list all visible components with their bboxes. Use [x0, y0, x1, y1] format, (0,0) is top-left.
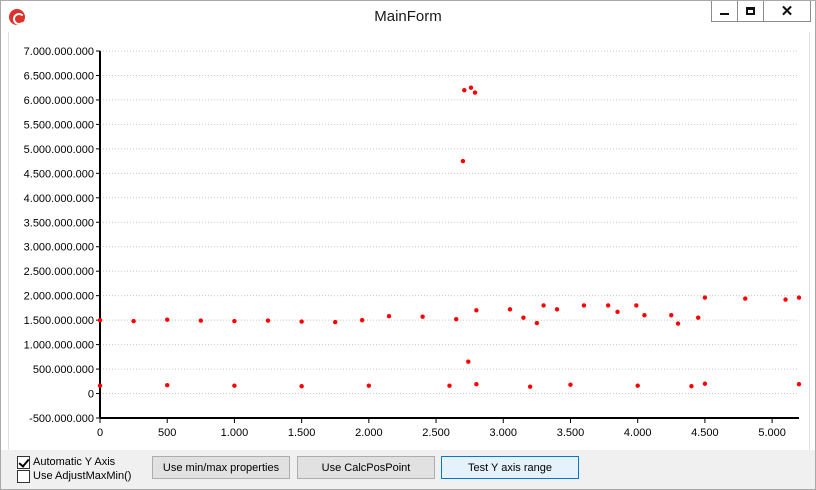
app-icon[interactable] [9, 9, 25, 25]
data-point [695, 315, 701, 320]
minimize-icon [720, 13, 729, 15]
x-tick-label: 500 [158, 427, 176, 439]
data-point [131, 318, 136, 324]
checkbox-box[interactable] [17, 455, 30, 469]
data-point [165, 317, 170, 322]
y-tick-label: -500.000.000 [29, 413, 94, 425]
data-point [333, 319, 338, 325]
data-point [386, 314, 392, 319]
y-tick-label: 2.500.000.000 [24, 266, 94, 278]
y-tick-label: 500.000.000 [33, 364, 94, 376]
use-adjustmaxmin-label: Use AdjustMaxMin() [33, 470, 132, 482]
close-icon: ✕ [780, 2, 794, 20]
data-point [534, 320, 540, 326]
x-tick-label: 2.000 [355, 427, 383, 439]
data-point [615, 309, 620, 315]
title-bar[interactable]: MainForm ✕ [1, 1, 815, 32]
data-point [554, 307, 560, 312]
data-point [232, 318, 237, 324]
data-point [299, 319, 304, 324]
data-point [635, 383, 640, 388]
data-point [521, 315, 526, 320]
data-point [642, 313, 647, 318]
close-button[interactable]: ✕ [763, 1, 811, 22]
data-point [474, 382, 479, 387]
chart-panel[interactable]: -500.000.000 0 500.000.000 1.000.000.000 1.5… [8, 32, 810, 450]
data-point [783, 297, 788, 302]
minimize-button[interactable] [711, 1, 738, 22]
use-min-max-properties-button[interactable]: Use min/max properties [152, 456, 290, 479]
data-point [299, 383, 304, 389]
data-point [462, 87, 467, 93]
data-point [796, 295, 802, 300]
x-tick-label: 5.000 [758, 427, 786, 439]
checkbox-box[interactable] [17, 469, 30, 483]
data-point [165, 383, 170, 388]
y-tick-label: 3.500.000.000 [24, 217, 94, 229]
y-tick-label: 0 [88, 389, 94, 401]
y-tick-label: 4.000.000.000 [24, 193, 94, 205]
y-tick-label: 1.000.000.000 [24, 340, 94, 352]
data-point [232, 383, 237, 388]
y-tick-label: 1.500.000.000 [24, 315, 94, 327]
y-tick-label: 5.500.000.000 [24, 119, 94, 131]
data-point [669, 313, 674, 318]
data-point [454, 316, 459, 322]
window-title: MainForm [374, 8, 442, 25]
data-point [472, 90, 478, 95]
y-tick-label: 3.000.000.000 [24, 242, 94, 254]
x-tick-label: 0 [97, 427, 103, 439]
data-point [198, 318, 204, 323]
data-point [460, 158, 466, 164]
data-point [366, 383, 372, 388]
y-tick-label: 6.000.000.000 [24, 95, 94, 107]
data-point [507, 307, 513, 312]
data-point [447, 383, 452, 388]
data-point [527, 384, 533, 389]
y-tick-label: 6.500.000.000 [24, 70, 94, 82]
data-point [702, 381, 708, 386]
data-point [420, 314, 425, 319]
data-point [265, 318, 271, 323]
data-point [702, 295, 708, 300]
data-point [97, 317, 103, 323]
use-adjustmaxmin-checkbox[interactable]: Use AdjustMaxMin() [17, 469, 131, 483]
data-point [466, 359, 471, 364]
data-point [743, 296, 748, 301]
test-y-axis-range-button[interactable]: Test Y axis range [441, 456, 579, 479]
data-point [568, 382, 573, 387]
x-tick-label: 2.500 [422, 427, 450, 439]
data-point [675, 321, 681, 326]
data-point [468, 85, 474, 90]
x-tick-label: 3.000 [490, 427, 518, 439]
automatic-y-axis-label: Automatic Y Axis [33, 456, 116, 468]
data-point [97, 383, 103, 388]
data-point [359, 317, 365, 323]
data-point [634, 303, 639, 308]
x-tick-label: 1.500 [288, 427, 316, 439]
y-tick-label: 5.000.000.000 [24, 144, 94, 156]
data-point [796, 382, 802, 387]
y-tick-label: 4.500.000.000 [24, 168, 94, 180]
automatic-y-axis-checkbox[interactable]: Automatic Y Axis [17, 455, 115, 469]
use-calcpospoint-button[interactable]: Use CalcPosPoint [297, 456, 435, 479]
data-point [541, 303, 546, 308]
maximize-button[interactable] [737, 1, 764, 22]
y-tick-label: 7.000.000.000 [24, 46, 94, 58]
y-tick-label: 2.000.000.000 [24, 291, 94, 303]
x-tick-label: 1.000 [221, 427, 249, 439]
x-tick-label: 3.500 [557, 427, 585, 439]
scatter-chart[interactable]: -500.000.0000500.000.0001.000.000.0001.5… [9, 32, 809, 450]
x-tick-label: 4.500 [691, 427, 719, 439]
x-tick-label: 4.000 [624, 427, 652, 439]
data-point [605, 303, 611, 308]
data-point [581, 303, 587, 308]
data-point [689, 383, 694, 389]
control-panel: Automatic Y Axis Use AdjustMaxMin() Use … [1, 450, 815, 489]
maximize-icon [746, 7, 755, 15]
data-point [474, 308, 479, 313]
